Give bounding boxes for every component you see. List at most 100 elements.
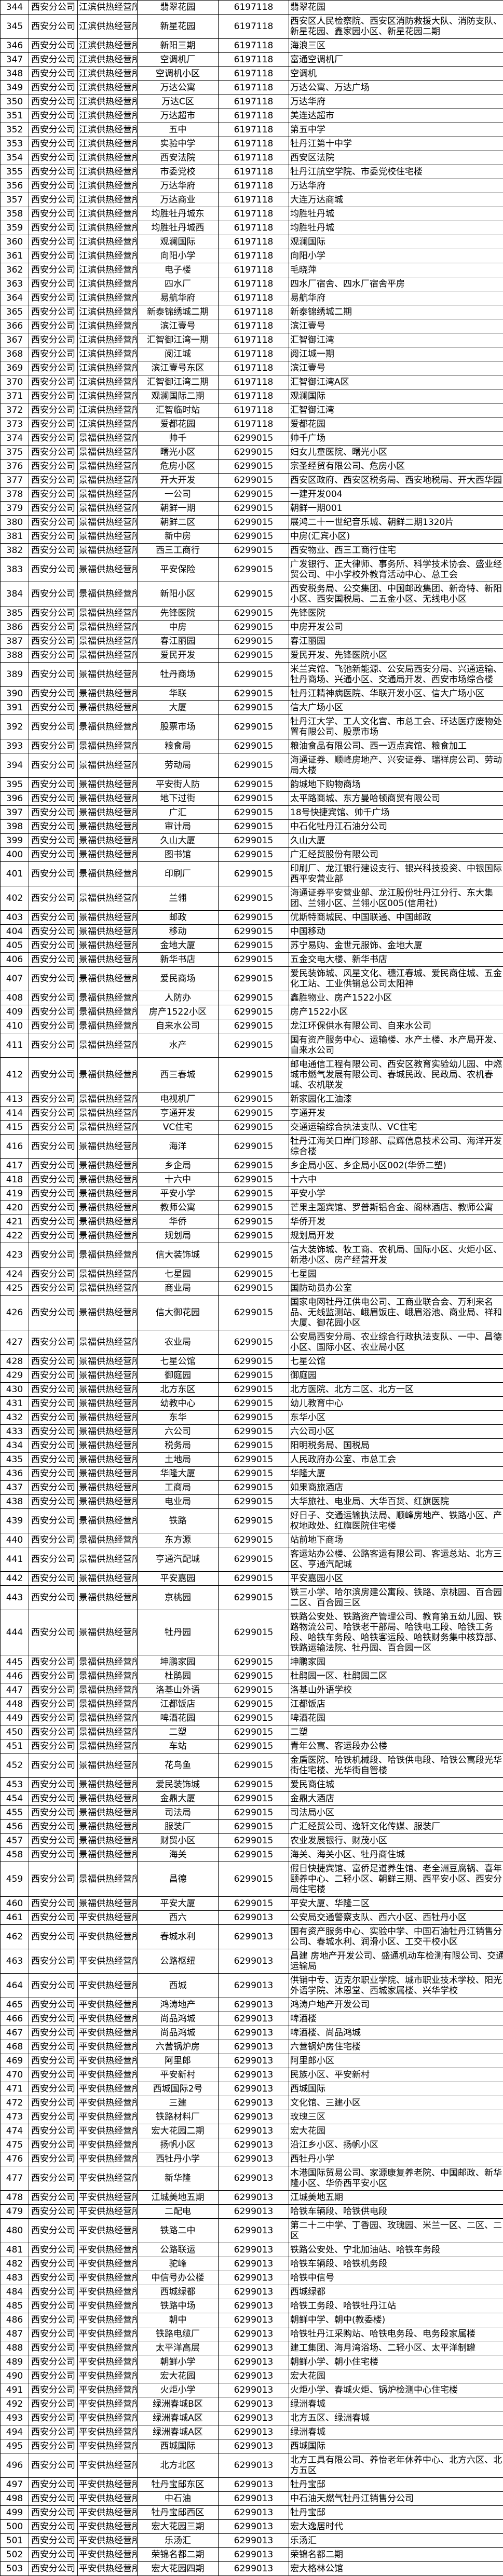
station-name-cell: 平安大厦	[138, 1897, 219, 1911]
station-name-cell: 七星公馆	[138, 1355, 219, 1369]
station-name-cell: 金地大厦	[138, 939, 219, 953]
phone-cell: 6299015	[219, 1058, 289, 1093]
station-name-cell: 劳动局	[138, 753, 219, 778]
phone-cell: 6299015	[219, 739, 289, 753]
branch-cell: 西安分公司	[29, 431, 78, 446]
office-cell: 景福供热经营所	[78, 1033, 138, 1058]
coverage-area-cell: 哈铁车辆段、哈铁机务段	[289, 2257, 503, 2271]
branch-cell: 西安分公司	[29, 165, 78, 179]
coverage-area-cell: 金鼎大酒店	[289, 1792, 503, 1806]
station-name-cell: 华侨	[138, 1215, 219, 1229]
row-number-cell: 482	[1, 2257, 29, 2271]
phone-cell: 6197118	[219, 123, 289, 137]
branch-cell: 西安分公司	[29, 1925, 78, 1949]
branch-cell: 西安分公司	[29, 1439, 78, 1453]
station-name-cell: 朝鲜二区	[138, 516, 219, 530]
branch-cell: 西安分公司	[29, 2369, 78, 2383]
row-number-cell: 354	[1, 151, 29, 165]
station-name-cell: 先锋医院	[138, 606, 219, 621]
station-name-cell: 爱都花园	[138, 417, 219, 431]
office-cell: 景福供热经营所	[78, 488, 138, 502]
office-cell: 景福供热经营所	[78, 1792, 138, 1806]
branch-cell: 西安分公司	[29, 1725, 78, 1739]
phone-cell: 6299015	[219, 1533, 289, 1547]
phone-cell: 6197118	[219, 361, 289, 375]
row-number-cell: 344	[1, 1, 29, 15]
branch-cell: 西安分公司	[29, 1481, 78, 1495]
station-name-cell: 印刷厂	[138, 862, 219, 886]
station-name-cell: 宏大花园三期	[138, 2520, 219, 2534]
branch-cell: 西安分公司	[29, 1509, 78, 1533]
branch-cell: 西安分公司	[29, 361, 78, 375]
branch-cell: 西安分公司	[29, 235, 78, 249]
office-cell: 景福供热经营所	[78, 1806, 138, 1820]
phone-cell: 6299015	[219, 1411, 289, 1425]
phone-cell: 6299015	[219, 1669, 289, 1683]
row-number-cell: 485	[1, 2299, 29, 2313]
station-name-cell: 铁路材料厂	[138, 2110, 219, 2124]
branch-cell: 西安分公司	[29, 1533, 78, 1547]
branch-cell: 西安分公司	[29, 2562, 78, 2576]
station-name-cell: 工商局	[138, 1481, 219, 1495]
office-cell: 景福供热经营所	[78, 1725, 138, 1739]
row-number-cell: 351	[1, 109, 29, 123]
row-number-cell: 425	[1, 1282, 29, 1296]
station-name-cell: VC住宅	[138, 1121, 219, 1135]
phone-cell: 6299015	[219, 1778, 289, 1792]
coverage-area-cell: 中石油天燃气牡丹江销售分公司	[289, 2492, 503, 2506]
row-number-cell: 445	[1, 1655, 29, 1669]
office-cell: 江滨供热经营所	[78, 67, 138, 81]
phone-cell: 6197118	[219, 109, 289, 123]
station-name-cell: 商业局	[138, 1282, 219, 1296]
station-name-cell: 房产1522小区	[138, 1005, 219, 1019]
phone-cell: 6197118	[219, 277, 289, 291]
coverage-area-cell: 米兰宾馆、飞弛新能源、公安局西安分局、兴通运输、牡丹商场、兴通小区、交通局开发、…	[289, 663, 503, 687]
coverage-area-cell: 易航华府	[289, 291, 503, 305]
office-cell: 景福供热经营所	[78, 1495, 138, 1509]
coverage-area-cell: 太平路商城、东方曼哈顿商贸有限公司	[289, 792, 503, 806]
phone-cell: 6299015	[219, 446, 289, 460]
station-name-cell: 宏大花园二期	[138, 2124, 219, 2138]
coverage-area-cell: 西安物业、西三工商行住宅	[289, 544, 503, 558]
office-cell: 景福供热经营所	[78, 1135, 138, 1159]
station-name-cell: 西六	[138, 1911, 219, 1925]
branch-cell: 西安分公司	[29, 558, 78, 582]
phone-cell: 6299015	[219, 474, 289, 488]
station-name-cell: 乡企局	[138, 1159, 219, 1173]
station-name-cell: 税务局	[138, 1439, 219, 1453]
row-number-cell: 413	[1, 1093, 29, 1107]
phone-cell: 6197118	[219, 319, 289, 333]
office-cell: 平安供热经营所	[78, 2191, 138, 2205]
branch-cell: 西安分公司	[29, 1495, 78, 1509]
coverage-area-cell: 均胜牡丹城	[289, 221, 503, 235]
station-name-cell: 中石油	[138, 2492, 219, 2506]
coverage-area-cell: 帅千广场	[289, 431, 503, 446]
office-cell: 景福供热经营所	[78, 806, 138, 820]
office-cell: 江滨供热经营所	[78, 207, 138, 221]
coverage-area-cell: 江城美地五期	[289, 2191, 503, 2205]
row-number-cell: 459	[1, 1862, 29, 1897]
coverage-area-cell: 第二十二中学、丁香园、玫瑰园、米兰一区、二区、二区	[289, 2219, 503, 2243]
station-name-cell: 西城绿都	[138, 2285, 219, 2299]
office-cell: 景福供热经营所	[78, 778, 138, 792]
office-cell: 景福供热经营所	[78, 1533, 138, 1547]
row-number-cell: 467	[1, 2026, 29, 2040]
branch-cell: 西安分公司	[29, 2205, 78, 2219]
office-cell: 平安供热经营所	[78, 2548, 138, 2562]
